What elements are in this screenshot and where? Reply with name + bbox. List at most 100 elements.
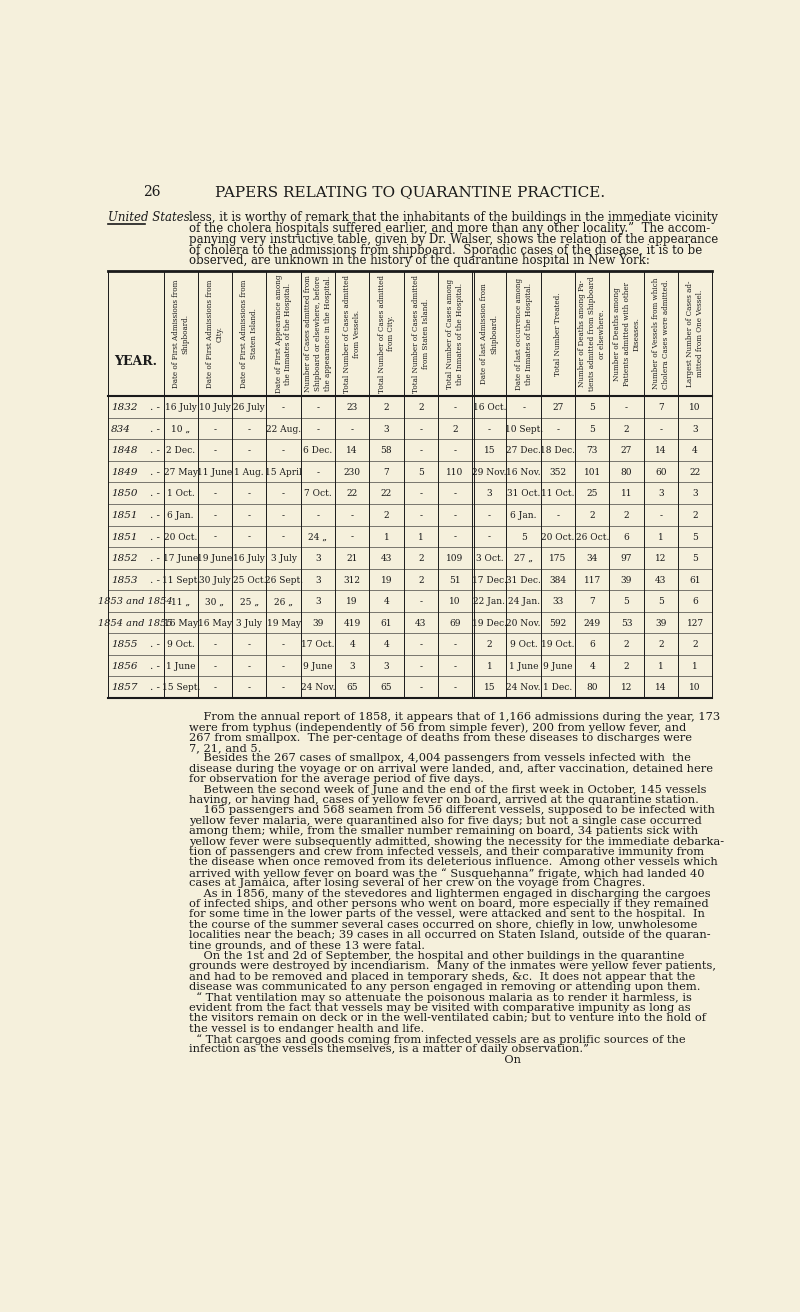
Text: “ That ventilation may so attenuate the poisonous malaria as to render it harmle: “ That ventilation may so attenuate the … [189,992,692,1004]
Text: cases at Jamaica, after losing several of her crew on the voyage from Chagres.: cases at Jamaica, after losing several o… [189,878,646,888]
Text: 5: 5 [658,597,664,606]
Text: 27: 27 [621,446,632,455]
Text: As in 1856, many of the stevedores and lightermen engaged in discharging the car: As in 1856, many of the stevedores and l… [189,888,710,899]
Text: 1848: 1848 [111,446,138,455]
Text: 11 Sept.: 11 Sept. [162,576,200,585]
Text: 6: 6 [590,640,595,649]
Text: 24 Nov.: 24 Nov. [301,684,335,693]
Text: -: - [282,489,285,499]
Text: . -: . - [150,403,161,412]
Text: -: - [214,489,217,499]
Text: 2: 2 [692,640,698,649]
Text: 1 Oct.: 1 Oct. [167,489,194,499]
Text: -: - [316,425,319,434]
Text: 1: 1 [658,663,664,670]
Text: -: - [316,510,319,520]
Text: 6 Jan.: 6 Jan. [167,510,194,520]
Text: -: - [454,663,457,670]
Text: 2: 2 [624,663,630,670]
Text: 29 Nov.: 29 Nov. [472,468,506,476]
Text: -: - [419,425,422,434]
Text: -: - [419,510,422,520]
Text: 5: 5 [692,554,698,563]
Text: . -: . - [150,510,161,520]
Text: On the 1st and 2d of September, the hospital and other buildings in the quaranti: On the 1st and 2d of September, the hosp… [189,951,685,960]
Text: the course of the summer several cases occurred on shore, chiefly in low, unwhol: the course of the summer several cases o… [189,920,698,930]
Text: 15 Sept.: 15 Sept. [162,684,200,693]
Text: 10 July: 10 July [199,403,231,412]
Text: 2: 2 [418,403,423,412]
Text: 2: 2 [624,510,630,520]
Text: 19 Oct.: 19 Oct. [541,640,574,649]
Text: panying very instructive table, given by Dr. Walser, shows the relation of the a: panying very instructive table, given by… [189,234,718,245]
Text: for observation for the average period of five days.: for observation for the average period o… [189,774,484,785]
Text: 97: 97 [621,554,632,563]
Text: 1856: 1856 [111,663,138,670]
Text: among them; while, from the smaller number remaining on board, 34 patients sick : among them; while, from the smaller numb… [189,827,698,836]
Text: 3: 3 [315,554,321,563]
Text: 31 Dec.: 31 Dec. [506,576,541,585]
Text: having, or having had, cases of yellow fever on board, arrived at the quarantine: having, or having had, cases of yellow f… [189,795,699,806]
Text: 21: 21 [346,554,358,563]
Text: 1 June: 1 June [166,663,195,670]
Text: 15: 15 [483,684,495,693]
Text: -: - [214,640,217,649]
Text: yellow fever were subsequently admitted, showing the necessity for the immediate: yellow fever were subsequently admitted,… [189,837,724,846]
Text: 27 May: 27 May [164,468,198,476]
Text: Date of First Admissions from
Shipboard.: Date of First Admissions from Shipboard. [172,279,190,388]
Text: 31 Oct.: 31 Oct. [507,489,540,499]
Text: 20 Oct.: 20 Oct. [164,533,198,542]
Text: 58: 58 [381,446,392,455]
Text: 24 „: 24 „ [308,533,327,542]
Text: 2: 2 [384,510,390,520]
Text: 39: 39 [312,619,323,627]
Text: -: - [522,403,525,412]
Text: tine grounds, and of these 13 were fatal.: tine grounds, and of these 13 were fatal… [189,941,425,950]
Text: 12: 12 [621,684,632,693]
Text: of cholera to the admissions from shipboard.  Sporadic cases of the disease, it : of cholera to the admissions from shipbo… [189,244,702,257]
Text: 20 Oct.: 20 Oct. [542,533,574,542]
Text: . -: . - [150,425,161,434]
Text: -: - [282,663,285,670]
Text: 60: 60 [655,468,666,476]
Text: YEAR.: YEAR. [114,354,157,367]
Text: 39: 39 [655,619,666,627]
Text: 1: 1 [383,533,390,542]
Text: 117: 117 [583,576,601,585]
Text: 3: 3 [315,576,321,585]
Text: 51: 51 [450,576,461,585]
Text: 1: 1 [692,663,698,670]
Text: -: - [248,684,250,693]
Text: 2 Dec.: 2 Dec. [166,446,195,455]
Text: -: - [214,663,217,670]
Text: . -: . - [150,684,161,693]
Text: 65: 65 [346,684,358,693]
Text: 2: 2 [692,510,698,520]
Text: 109: 109 [446,554,464,563]
Text: 10 „: 10 „ [171,425,190,434]
Text: 65: 65 [381,684,392,693]
Text: grounds were destroyed by incendiarism.  Many of the inmates were yellow fever p: grounds were destroyed by incendiarism. … [189,962,716,971]
Text: 2: 2 [624,640,630,649]
Text: 3 Oct.: 3 Oct. [475,554,503,563]
Text: 10: 10 [450,597,461,606]
Text: 16 Nov.: 16 Nov. [506,468,541,476]
Text: 419: 419 [343,619,361,627]
Text: disease during the voyage or on arrival were landed, and, after vaccination, det: disease during the voyage or on arrival … [189,764,713,774]
Text: 19: 19 [346,597,358,606]
Text: 19 June: 19 June [198,554,233,563]
Text: 24 Jan.: 24 Jan. [507,597,540,606]
Text: 1853 and 1854: 1853 and 1854 [98,597,173,606]
Text: -: - [282,403,285,412]
Text: the vessel is to endanger health and life.: the vessel is to endanger health and lif… [189,1023,424,1034]
Text: 6 Dec.: 6 Dec. [303,446,333,455]
Text: 34: 34 [586,554,598,563]
Text: 14: 14 [655,684,666,693]
Text: -: - [454,446,457,455]
Text: 30 „: 30 „ [206,597,225,606]
Text: 230: 230 [344,468,361,476]
Text: On: On [189,1055,521,1065]
Text: 3: 3 [384,425,390,434]
Text: . -: . - [150,533,161,542]
Text: 110: 110 [446,468,464,476]
